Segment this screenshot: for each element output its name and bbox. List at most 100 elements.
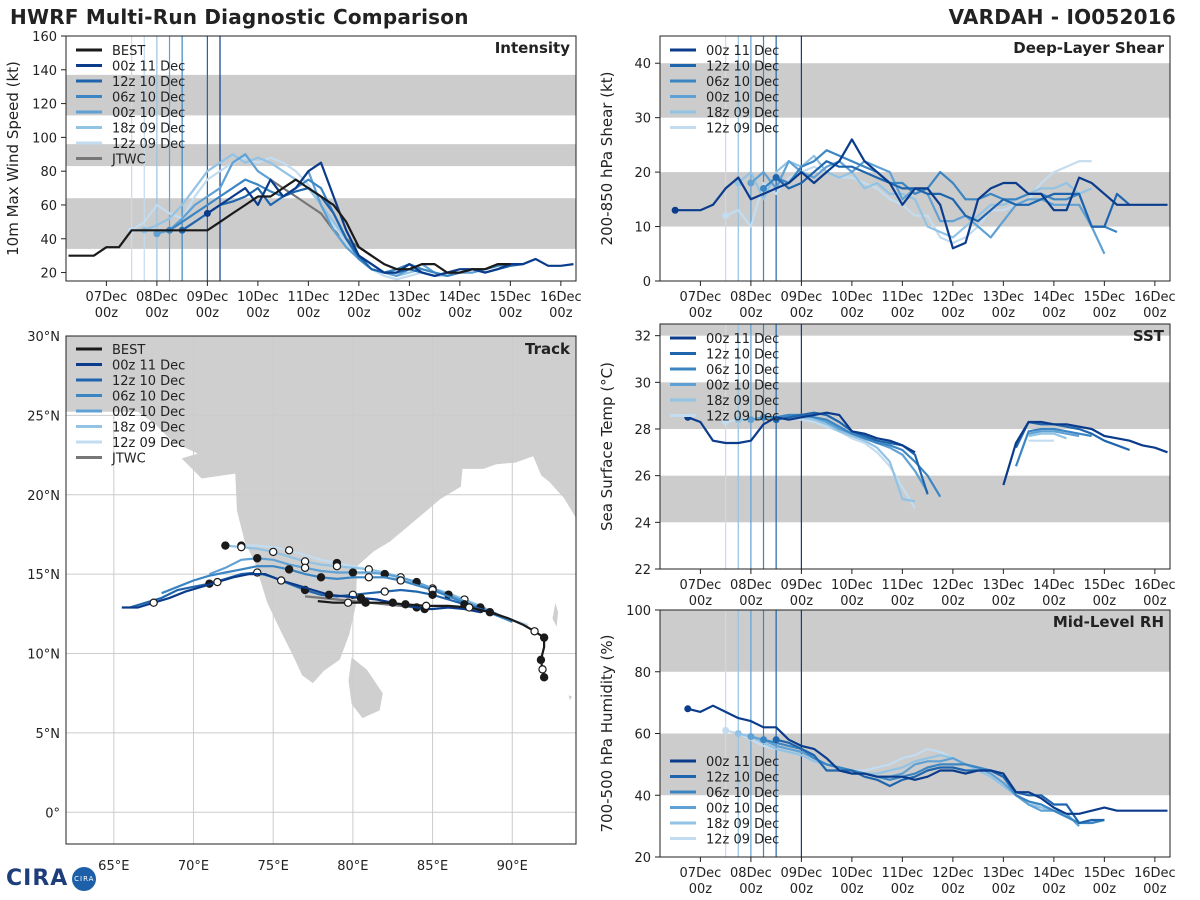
y-tick-label: 10 [634, 221, 651, 236]
legend-label: 00z 10 Dec [706, 802, 779, 817]
init-point [722, 418, 730, 426]
series-line-00z-10-dec [750, 735, 1080, 827]
longitude-label: 65°E [98, 859, 129, 874]
y-tick-label: 22 [634, 563, 651, 578]
x-tick-hour: 00z [499, 306, 523, 321]
legend-label: 12z 09 Dec [706, 122, 779, 137]
y-tick-label: 30 [634, 112, 651, 127]
init-point [760, 413, 768, 421]
track-position-dot [324, 590, 334, 599]
legend-label: 00z 10 Dec [706, 91, 779, 106]
track-position-dot [396, 576, 405, 585]
x-tick-hour: 00z [992, 594, 1016, 609]
x-tick-hour: 00z [790, 882, 814, 897]
legend-label: JTWC [111, 153, 146, 168]
legend-label: 12z 10 Dec [706, 771, 779, 786]
init-point [747, 416, 755, 424]
panel-title: Deep-Layer Shear [1013, 39, 1164, 57]
shaded-band [660, 475, 1170, 523]
map-area [66, 336, 576, 844]
init-point [747, 733, 755, 741]
track-position-dot [539, 633, 549, 642]
series-line-00z-11-dec [206, 161, 574, 277]
init-point [684, 705, 692, 713]
x-tick-date: 07Dec [86, 290, 128, 305]
track-position-dot [332, 561, 342, 571]
legend-label: 18z 09 Dec [112, 421, 185, 436]
track-position-dot [221, 541, 230, 550]
track-position-dot [253, 554, 262, 563]
x-tick-hour: 00z [246, 306, 270, 321]
y-tick-label: 40 [634, 57, 651, 72]
track-position-dot [284, 565, 294, 574]
x-tick-hour: 00z [1143, 882, 1167, 897]
plot-area [660, 610, 1170, 857]
x-tick-date: 14Dec [1033, 578, 1075, 593]
y-tick-label: 80 [634, 666, 651, 681]
legend-label: 18z 09 Dec [706, 106, 779, 121]
latitude-label: 15°N [27, 568, 60, 583]
y-tick-label: 100 [626, 604, 651, 619]
legend-label: BEST [112, 343, 145, 358]
shaded-band [660, 324, 1170, 336]
series-line-06z-10-dec [763, 413, 1092, 498]
plot-area [66, 36, 576, 281]
plot-area [660, 324, 1170, 569]
y-tick-label: 40 [634, 789, 651, 804]
x-tick-date: 07Dec [680, 290, 722, 305]
x-tick-date: 16Dec [1134, 578, 1176, 593]
x-tick-hour: 00z [891, 882, 915, 897]
legend-label: 00z 11 Dec [706, 44, 779, 59]
legend-label: 00z 10 Dec [112, 106, 185, 121]
latitude-label: 10°N [27, 648, 60, 663]
x-tick-hour: 00z [840, 882, 864, 897]
x-tick-date: 09Dec [187, 290, 229, 305]
series-line-best [68, 178, 511, 274]
init-point [153, 230, 161, 238]
series-line-12z-09-dec [725, 160, 1092, 244]
track-position-dot [284, 546, 294, 555]
shaded-band [660, 610, 1170, 672]
x-tick-date: 07Dec [680, 578, 722, 593]
figure-title: HWRF Multi-Run Diagnostic Comparison [10, 5, 469, 29]
init-point [722, 212, 730, 220]
plot-frame [65, 35, 577, 282]
legend-label: 12z 09 Dec [706, 833, 779, 848]
track-position-dot [364, 573, 374, 582]
track-position-dot [421, 601, 431, 611]
x-tick-date: 11Dec [288, 290, 330, 305]
y-tick-label: 0 [643, 275, 651, 290]
land-polygon [347, 655, 384, 720]
y-tick-label: 20 [634, 851, 651, 866]
x-tick-hour: 00z [689, 594, 713, 609]
x-tick-hour: 00z [1143, 306, 1167, 321]
x-tick-hour: 00z [297, 306, 321, 321]
init-point [747, 179, 755, 187]
x-tick-hour: 00z [891, 306, 915, 321]
legend-label: 06z 10 Dec [112, 390, 185, 405]
x-tick-hour: 00z [689, 882, 713, 897]
y-tick-label: 28 [634, 423, 651, 438]
y-tick-label: 40 [40, 233, 57, 248]
x-tick-date: 16Dec [540, 290, 582, 305]
legend-label: JTWC [111, 452, 146, 467]
x-tick-hour: 00z [398, 306, 422, 321]
x-tick-hour: 00z [891, 594, 915, 609]
legend-label: 06z 10 Dec [706, 363, 779, 378]
legend-label: 12z 10 Dec [706, 348, 779, 363]
x-tick-date: 09Dec [781, 578, 823, 593]
legend-label: 12z 09 Dec [112, 137, 185, 152]
y-tick-label: 80 [40, 165, 57, 180]
init-point [760, 736, 768, 744]
init-point [671, 206, 679, 214]
x-tick-date: 15Dec [490, 290, 532, 305]
intensity-panel: 2040608010012014016007Dec00z08Dec00z09De… [4, 30, 582, 321]
x-tick-hour: 00z [941, 306, 965, 321]
y-tick-label: 120 [32, 98, 57, 113]
legend-label: 18z 09 Dec [706, 394, 779, 409]
x-tick-date: 10Dec [237, 290, 279, 305]
x-tick-date: 12Dec [338, 290, 380, 305]
x-tick-date: 14Dec [1033, 866, 1075, 881]
x-tick-hour: 00z [1042, 306, 1066, 321]
plot-area [660, 36, 1170, 281]
